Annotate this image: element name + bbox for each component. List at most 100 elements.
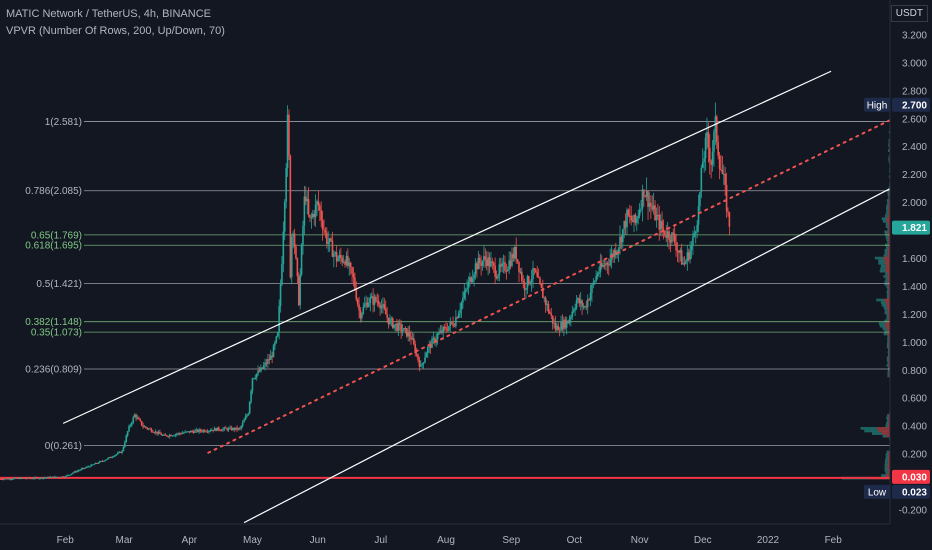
candle-body [606, 262, 609, 265]
candle-body [488, 257, 491, 267]
candle-body [309, 214, 311, 218]
volume-bar-up [887, 361, 889, 365]
candle-body [0, 478, 3, 480]
candle-body [683, 263, 686, 265]
candle-body [654, 205, 656, 221]
candle-body [195, 429, 198, 431]
candle-body [230, 427, 233, 431]
volume-bar-up [883, 275, 888, 278]
candle-body [365, 302, 367, 305]
y-tick-label: 3.000 [902, 58, 927, 69]
volume-bar-down [888, 209, 890, 213]
candle-body [400, 324, 402, 332]
volume-bar-up [880, 264, 886, 268]
candle-body [480, 262, 482, 266]
candle-body [267, 359, 269, 364]
candle-body [655, 214, 658, 221]
candle-body [164, 434, 167, 436]
y-tick-label: -0.200 [899, 506, 928, 517]
candle-body [696, 224, 698, 232]
candle-body [596, 274, 599, 277]
fib-level-label: 0.618(1.695) [25, 241, 82, 252]
volume-bar-up [885, 272, 888, 276]
candle-body [323, 229, 325, 231]
volume-bar-down [876, 427, 890, 430]
volume-bar-up [885, 424, 888, 428]
candle-body [46, 476, 49, 478]
candle-body [358, 304, 360, 311]
x-tick-label: Feb [57, 535, 75, 546]
candle-body [296, 258, 299, 277]
candle-body [393, 324, 395, 328]
candle-body [14, 477, 17, 479]
candle-body [686, 252, 689, 261]
candle-body [290, 236, 293, 278]
candle-body [173, 435, 175, 437]
volume-bar-down [885, 269, 890, 273]
candle-body [408, 331, 411, 337]
candle-body [577, 298, 579, 301]
candle-body [370, 296, 373, 298]
candle-body [133, 414, 136, 418]
volume-bar-up [887, 193, 889, 197]
candle-body [112, 456, 115, 458]
volume-bar-up [885, 235, 889, 239]
candle-body [671, 232, 673, 243]
candle-body [3, 478, 6, 480]
candle-body [425, 352, 428, 358]
volume-bar-down [886, 327, 890, 331]
volume-bar-down [888, 361, 890, 365]
candle-body [73, 471, 76, 473]
candle-body [379, 304, 381, 309]
candle-body [166, 435, 168, 437]
currency-button[interactable]: USDT [890, 5, 928, 22]
indicator-legend[interactable]: VPVR (Number Of Rows, 200, Up/Down, 70) [6, 25, 225, 37]
candle-body [234, 427, 237, 430]
candle-body [192, 431, 195, 433]
candle-body [483, 256, 485, 262]
price-labels: 2.700 High 1.821 0.030 0.023 Low [864, 97, 930, 499]
x-tick-label: Nov [631, 535, 649, 546]
candle-body [289, 155, 292, 278]
volume-bar-up [888, 149, 890, 152]
candle-body [448, 326, 450, 331]
candle-body [261, 367, 264, 369]
candle-body [45, 477, 48, 479]
candle-body [634, 214, 637, 224]
candle-body [598, 272, 600, 275]
volume-bar-up [884, 230, 888, 234]
candle-body [469, 277, 471, 282]
volume-bar-down [887, 251, 890, 255]
candle-body [398, 322, 401, 325]
volume-profile [842, 102, 890, 480]
candle-body [689, 250, 691, 260]
candle-body [528, 276, 530, 284]
candle-body [706, 132, 708, 138]
candle-body [405, 328, 408, 337]
volume-bar-up [886, 343, 889, 346]
candle-body [147, 428, 150, 430]
candle-body [269, 355, 272, 360]
candle-body [345, 255, 348, 265]
volume-bar-up [878, 322, 885, 325]
volume-bar-up [881, 217, 887, 221]
volume-bar-up [884, 319, 888, 323]
volume-bar-down [888, 285, 890, 289]
candle-body [338, 254, 341, 259]
candle-body [27, 477, 29, 479]
candle-body [627, 209, 630, 216]
candle-body [442, 326, 445, 333]
candle-body [55, 476, 57, 478]
candle-body [651, 206, 654, 210]
candle-body [614, 250, 617, 255]
candle-body [711, 151, 714, 165]
candle-body [386, 314, 388, 318]
candle-body [191, 430, 193, 432]
candle-body [497, 275, 499, 279]
candle-body [351, 267, 353, 274]
volume-bar-up [878, 262, 885, 265]
candle-body [74, 471, 77, 473]
candle-body [595, 276, 597, 282]
price-label-box [892, 484, 930, 499]
